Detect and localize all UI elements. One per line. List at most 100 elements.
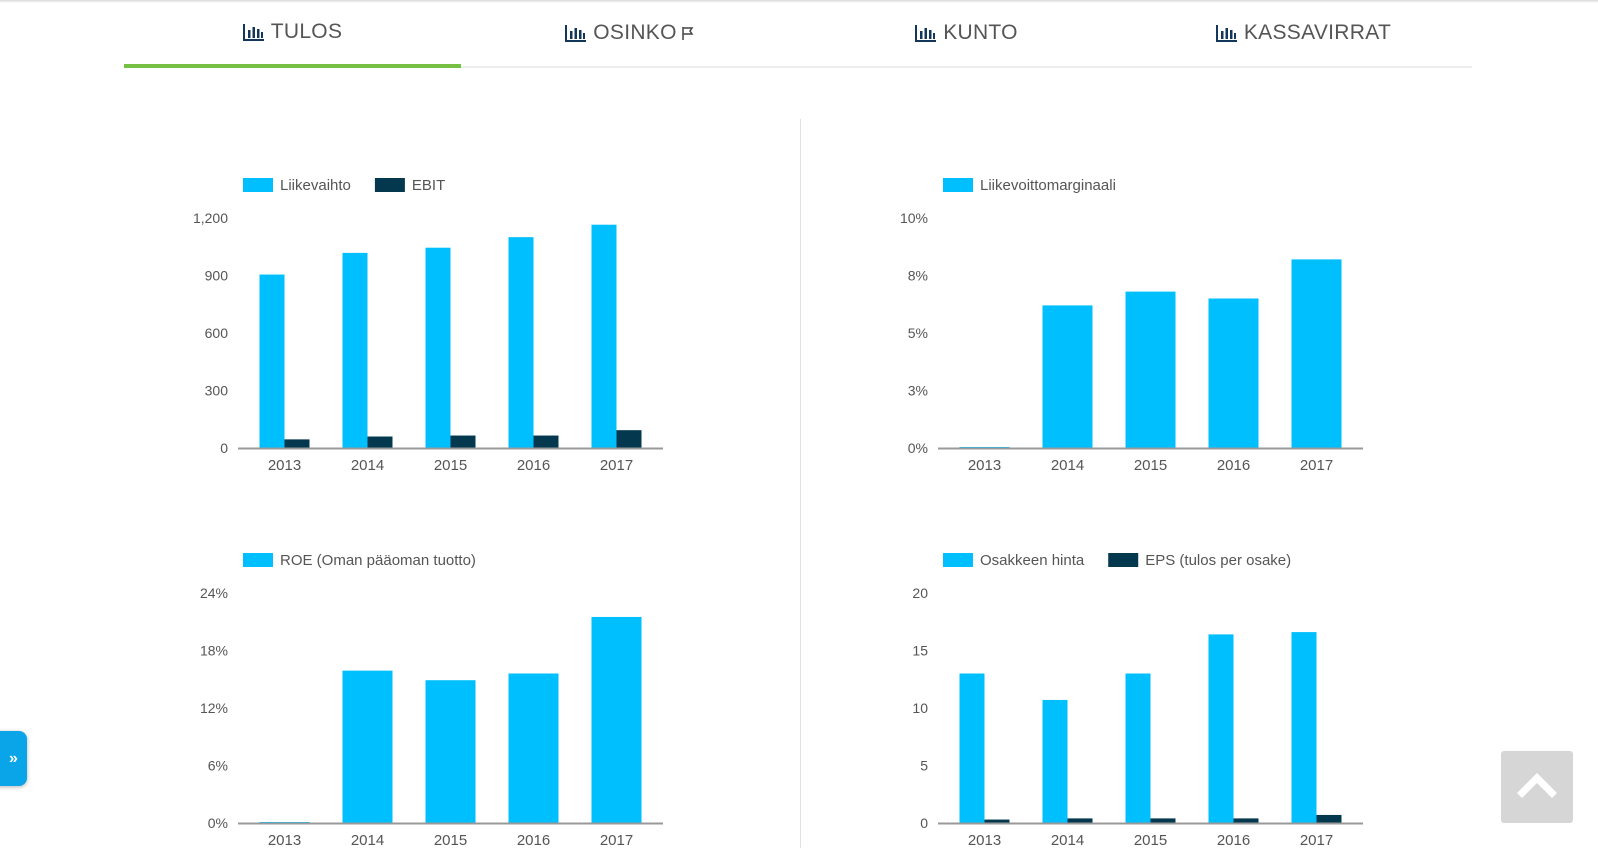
bar-liikevoittomarginaali-2015[interactable] (1125, 291, 1176, 448)
tab-label: KUNTO (943, 21, 1018, 44)
tab-osinko[interactable]: OSINKO (461, 0, 798, 68)
bar-liikevaihto-2013[interactable] (259, 274, 285, 448)
margin-chart: Liikevoittomarginaali 0% 3% 5% 8% 10% 2013 2014… (900, 177, 1363, 474)
tab-label: OSINKO (593, 21, 677, 44)
legend-swatch (243, 553, 273, 567)
bar-chart-icon (915, 24, 937, 42)
tab-bar: TULOS OSINKO KUNTO KASSAVIRRAT (124, 0, 1474, 70)
legend-swatch (943, 553, 973, 567)
x-tick-label: 2016 (517, 457, 550, 474)
y-tick-label: 0 (920, 815, 928, 831)
scroll-to-top-button[interactable] (1501, 751, 1573, 823)
bar-eps-tulos-per-osake--2016[interactable] (1233, 818, 1259, 823)
y-tick-label: 12% (200, 700, 228, 716)
roe-chart: ROE (Oman pääoman tuotto) 0% 6% 12% 18% 24% 20… (200, 552, 663, 849)
x-tick-label: 2014 (351, 832, 384, 849)
x-tick-label: 2017 (600, 832, 633, 849)
bar-chart-icon (242, 23, 265, 41)
x-tick-label: 2016 (1217, 832, 1250, 849)
bar-roe-oman-p-oman-tuotto--2016[interactable] (508, 673, 559, 824)
bar-roe-oman-p-oman-tuotto--2015[interactable] (425, 680, 476, 823)
bar-ebit-2017[interactable] (616, 430, 642, 448)
x-tick-label: 2014 (1051, 832, 1084, 849)
y-tick-label: 0 (220, 440, 228, 456)
bar-liikevoittomarginaali-2016[interactable] (1208, 298, 1259, 449)
bar-osakkeen-hinta-2015[interactable] (1125, 673, 1151, 824)
legend-label: EBIT (412, 177, 445, 194)
x-tick-label: 2017 (1300, 457, 1333, 474)
bar-osakkeen-hinta-2014[interactable] (1042, 699, 1068, 823)
tab-kassavirrat[interactable]: KASSAVIRRAT (1135, 0, 1472, 68)
y-tick-label: 0% (208, 815, 228, 831)
y-tick-label: 5% (908, 325, 928, 341)
legend-label: Osakkeen hinta (980, 552, 1085, 569)
bar-eps-tulos-per-osake--2013[interactable] (984, 819, 1010, 823)
x-tick-label: 2017 (600, 457, 633, 474)
y-tick-label: 10% (900, 210, 928, 226)
legend-swatch (243, 178, 273, 192)
legend-item[interactable]: Liikevoittomarginaali (943, 177, 1116, 194)
x-tick-label: 2017 (1300, 832, 1333, 849)
bar-osakkeen-hinta-2017[interactable] (1291, 632, 1317, 823)
bar-roe-oman-p-oman-tuotto--2017[interactable] (591, 616, 642, 823)
bar-eps-tulos-per-osake--2017[interactable] (1316, 814, 1342, 823)
bar-ebit-2014[interactable] (367, 436, 393, 449)
x-tick-label: 2013 (968, 832, 1001, 849)
panel-divider (800, 119, 801, 848)
x-tick-label: 2015 (1134, 457, 1167, 474)
legend-item[interactable]: Osakkeen hinta (943, 552, 1085, 569)
top-shadow (0, 0, 1598, 3)
bar-eps-tulos-per-osake--2014[interactable] (1067, 818, 1093, 823)
legend-swatch (943, 178, 973, 192)
x-tick-label: 2015 (434, 457, 467, 474)
y-tick-label: 5 (920, 758, 928, 774)
tab-label: TULOS (270, 20, 343, 43)
x-tick-label: 2015 (1134, 832, 1167, 849)
y-tick-label: 24% (200, 585, 228, 601)
flag-icon (681, 26, 694, 41)
bar-osakkeen-hinta-2016[interactable] (1208, 634, 1234, 823)
bar-liikevaihto-2015[interactable] (425, 247, 451, 448)
bar-liikevoittomarginaali-2017[interactable] (1291, 259, 1342, 448)
legend-swatch (374, 178, 405, 192)
bar-osakkeen-hinta-2013[interactable] (959, 673, 985, 824)
bar-roe-oman-p-oman-tuotto--2014[interactable] (342, 670, 393, 823)
legend-item[interactable]: EBIT (374, 177, 445, 194)
legend-label: Liikevoittomarginaali (980, 177, 1116, 194)
legend-item[interactable]: Liikevaihto (243, 177, 351, 194)
y-tick-label: 1,200 (193, 210, 228, 226)
y-tick-label: 8% (908, 268, 928, 284)
y-tick-label: 900 (205, 268, 229, 284)
bar-chart-icon (565, 24, 587, 42)
bar-liikevaihto-2016[interactable] (508, 237, 534, 448)
x-tick-label: 2015 (434, 832, 467, 849)
y-tick-label: 0% (908, 440, 928, 456)
bar-liikevaihto-2014[interactable] (342, 252, 368, 448)
bar-liikevaihto-2017[interactable] (591, 224, 617, 448)
legend-label: Liikevaihto (280, 177, 351, 194)
y-tick-label: 6% (208, 758, 228, 774)
x-tick-label: 2016 (517, 832, 550, 849)
bar-eps-tulos-per-osake--2015[interactable] (1150, 818, 1176, 823)
y-tick-label: 600 (205, 325, 229, 341)
y-tick-label: 20 (912, 585, 928, 601)
bar-ebit-2015[interactable] (450, 435, 476, 448)
x-tick-label: 2013 (968, 457, 1001, 474)
legend-swatch (1108, 553, 1139, 567)
y-tick-label: 10 (912, 700, 928, 716)
legend-item[interactable]: EPS (tulos per osake) (1108, 552, 1291, 569)
y-tick-label: 300 (205, 383, 229, 399)
bar-ebit-2013[interactable] (284, 439, 310, 448)
bar-liikevoittomarginaali-2014[interactable] (1042, 305, 1093, 448)
bar-ebit-2016[interactable] (533, 435, 559, 448)
tab-kunto[interactable]: KUNTO (798, 0, 1135, 68)
tab-tulos[interactable]: TULOS (124, 0, 461, 68)
x-tick-label: 2014 (1051, 457, 1084, 474)
side-panel-toggle[interactable]: » (0, 731, 27, 786)
x-tick-label: 2014 (351, 457, 384, 474)
share-price-chart: Osakkeen hinta EPS (tulos per osake) 0 5 10 1… (912, 552, 1363, 849)
y-tick-label: 18% (200, 643, 228, 659)
tab-label: KASSAVIRRAT (1243, 21, 1392, 44)
legend-item[interactable]: ROE (Oman pääoman tuotto) (243, 552, 476, 569)
y-tick-label: 3% (908, 383, 928, 399)
